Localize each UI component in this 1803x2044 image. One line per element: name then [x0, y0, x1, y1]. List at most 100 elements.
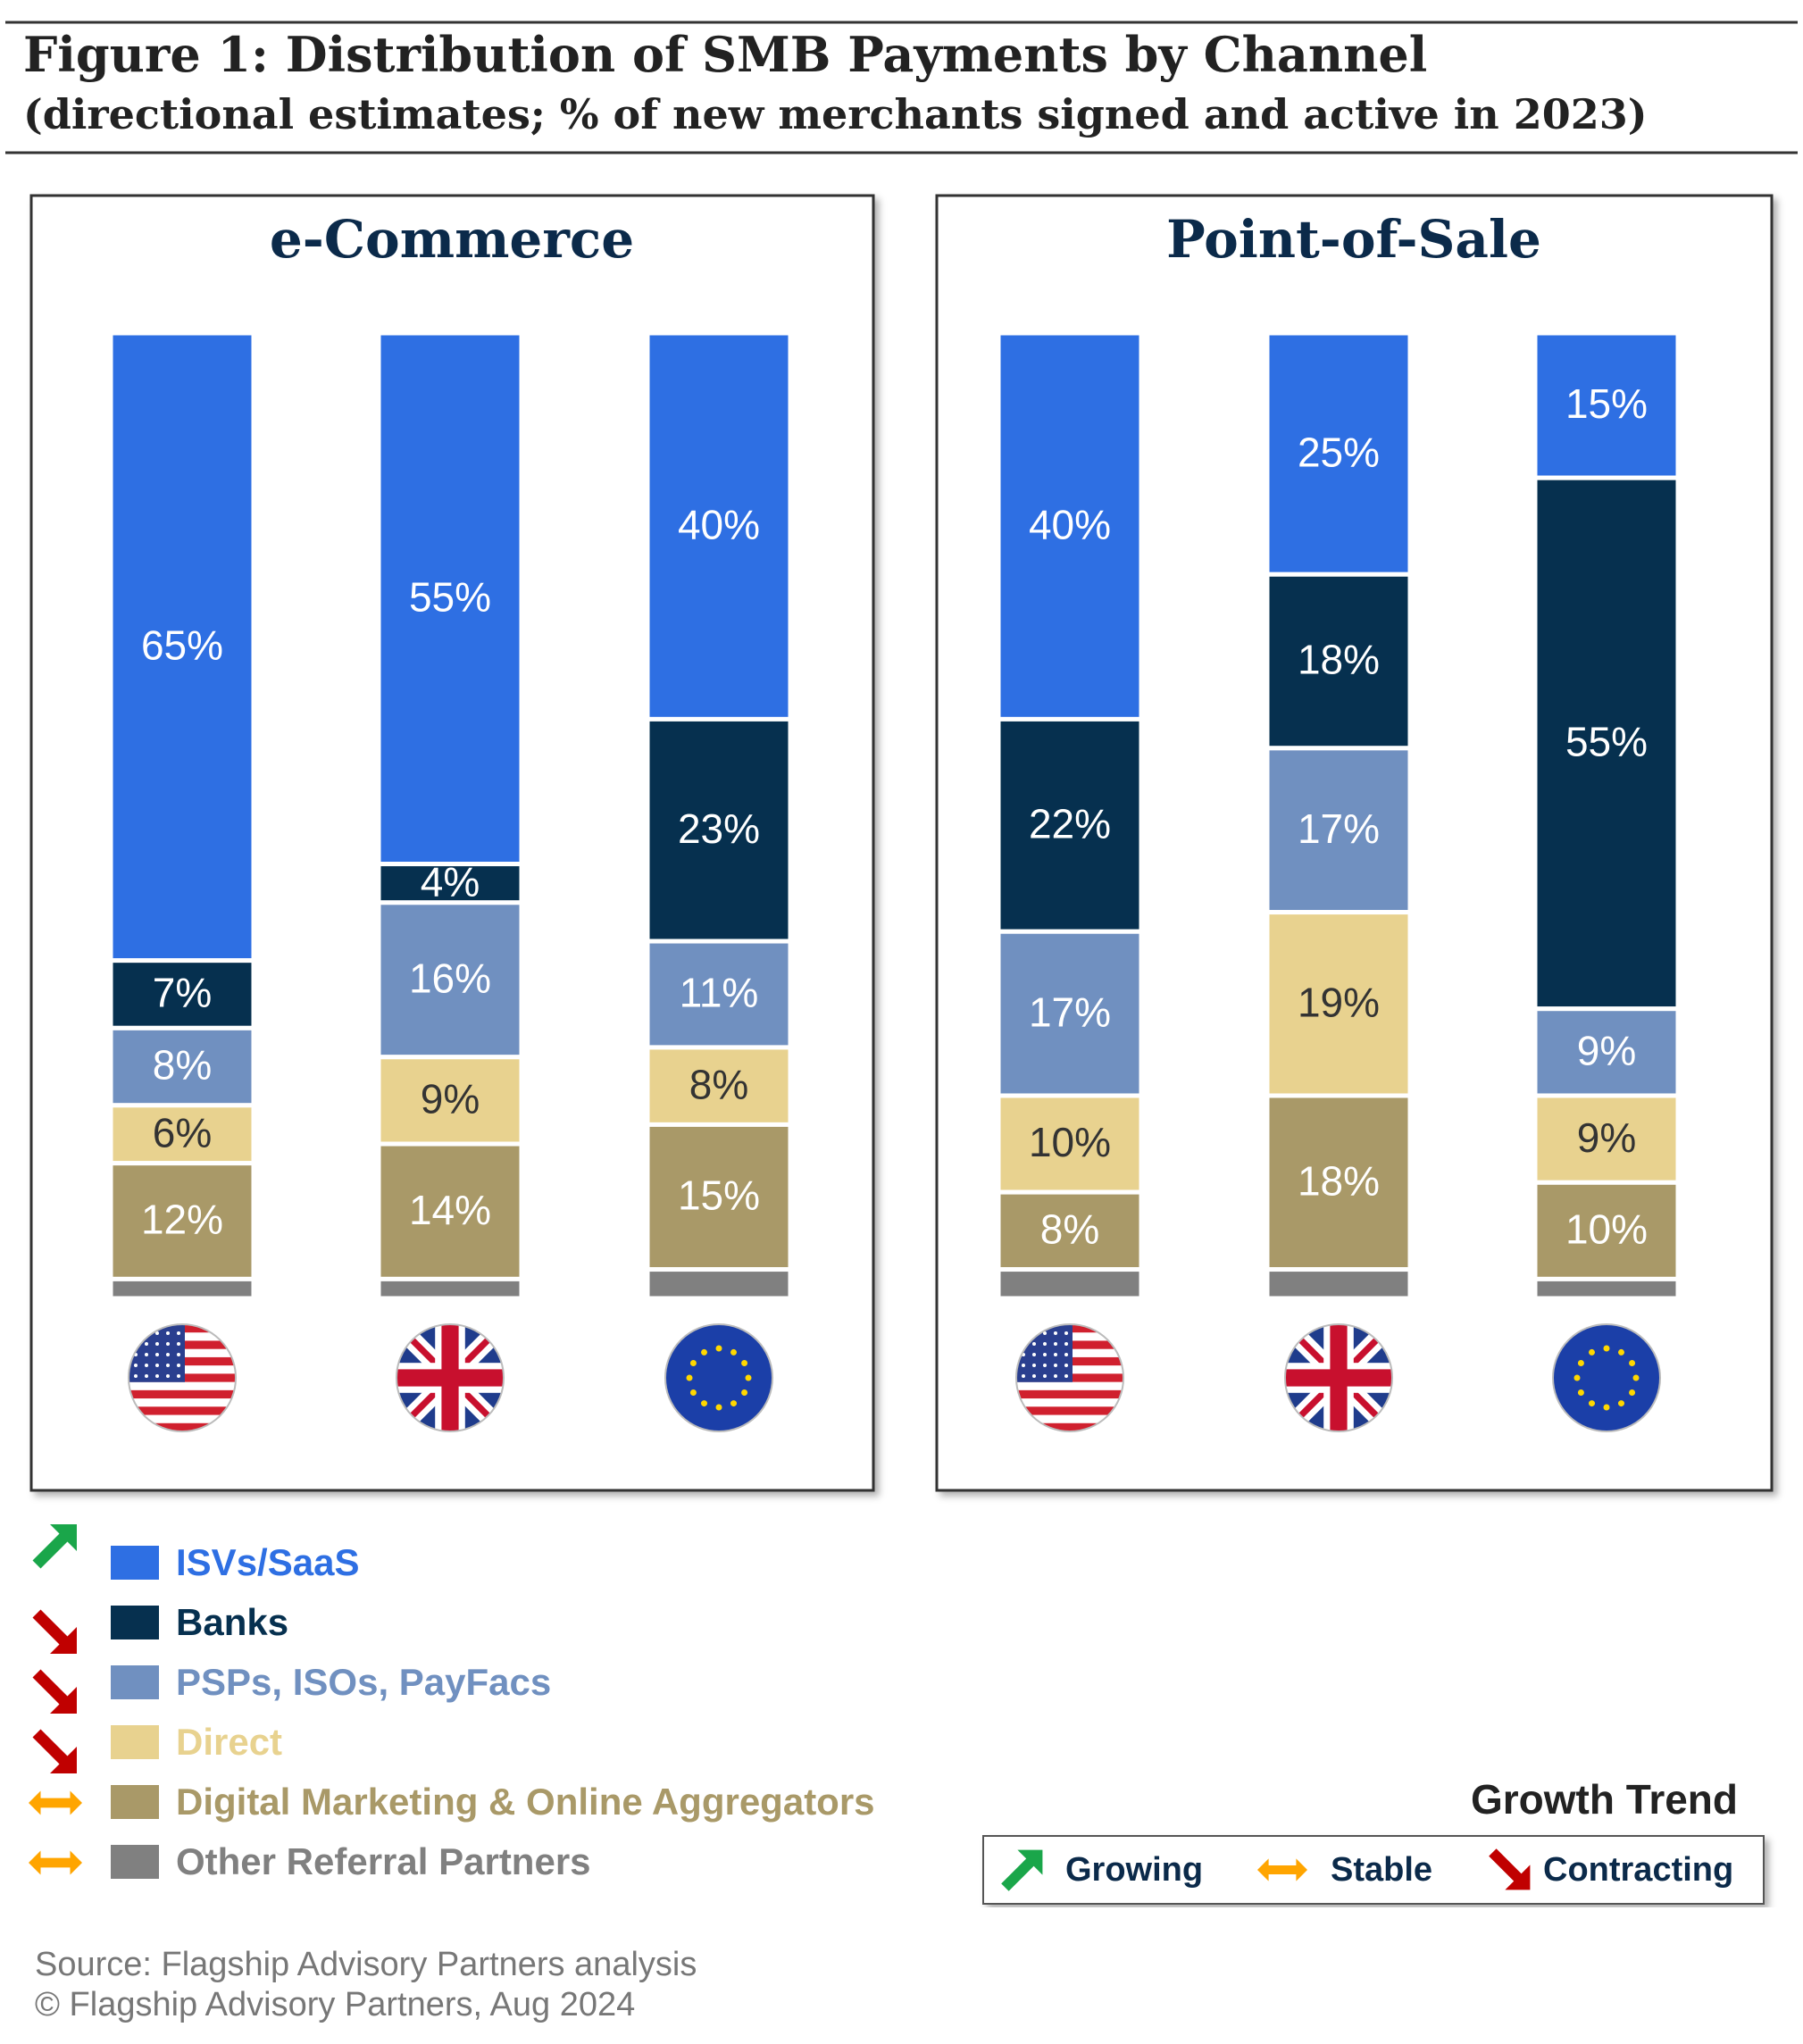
value-label: 15%: [678, 1172, 760, 1219]
flag-star: [701, 1400, 707, 1407]
flag-star: [715, 1345, 722, 1352]
bar-segment: [996, 929, 1144, 1098]
flag-star: [701, 1348, 707, 1356]
panel-title: Point-of-Sale: [1166, 209, 1541, 270]
flag-field: [665, 1324, 772, 1431]
flag-rim: [1015, 1323, 1124, 1432]
flag-star: [715, 1404, 722, 1411]
value-label: 17%: [1029, 989, 1111, 1035]
value-label: 22%: [1029, 800, 1111, 847]
flag-star: [1032, 1342, 1036, 1346]
value-label: 17%: [1298, 805, 1380, 852]
bar-segment: [108, 1025, 256, 1108]
value-label: 18%: [1298, 637, 1380, 683]
value-label: 16%: [409, 955, 491, 1001]
flag-cross: [1330, 1324, 1348, 1431]
flag: [665, 1324, 772, 1431]
flag-star: [166, 1353, 170, 1356]
flag-rim: [396, 1323, 505, 1432]
flag-star: [1032, 1353, 1036, 1356]
bar-segment: [1532, 330, 1681, 480]
bar-segment: [996, 716, 1144, 934]
flag-star: [1022, 1364, 1025, 1367]
flag-star: [1603, 1345, 1610, 1352]
flag-star: [134, 1374, 138, 1378]
flag-star: [134, 1364, 138, 1367]
flag-star: [689, 1389, 697, 1396]
flag-star: [1022, 1374, 1025, 1378]
flag-star: [145, 1364, 148, 1367]
value-label: 12%: [141, 1197, 223, 1243]
value-label: 55%: [409, 573, 491, 620]
flag-star: [730, 1400, 737, 1407]
bar-segment: [1265, 910, 1413, 1098]
legend-label: Digital Marketing & Online Aggregators: [176, 1781, 875, 1823]
flag-star: [155, 1342, 159, 1346]
value-label: 6%: [153, 1109, 212, 1155]
value-label: 14%: [409, 1187, 491, 1233]
bar-segment: [645, 1267, 793, 1301]
value-label: 23%: [678, 805, 760, 852]
flag-star: [1043, 1374, 1047, 1378]
value-label: 10%: [1029, 1119, 1111, 1165]
title: Figure 1: Distribution of SMB Payments b…: [23, 26, 1427, 83]
value-label: 15%: [1565, 380, 1648, 427]
bar-segment: [108, 330, 256, 964]
value-label: 9%: [421, 1076, 480, 1122]
bar-segment: [996, 1093, 1144, 1195]
copyright: © Flagship Advisory Partners, Aug 2024: [35, 1986, 635, 2023]
flag-stripe: [1016, 1414, 1123, 1424]
flag-star: [1577, 1360, 1584, 1366]
value-label: 11%: [680, 970, 759, 1016]
legend-swatch: [111, 1546, 159, 1580]
flag-stripe: [129, 1381, 236, 1391]
flag-star: [741, 1360, 748, 1366]
flag-star: [1064, 1364, 1068, 1367]
flag-star: [1577, 1389, 1584, 1396]
value-label: 10%: [1565, 1206, 1648, 1252]
bar-segment: [1265, 571, 1413, 751]
legend-label: Banks: [176, 1601, 288, 1643]
flag-star: [1043, 1353, 1047, 1356]
flag: [1553, 1324, 1660, 1431]
flag-star: [730, 1348, 737, 1356]
trend-legend-label: Growing: [1065, 1851, 1203, 1889]
flag-field: [1553, 1324, 1660, 1431]
flag-star: [1629, 1389, 1636, 1396]
value-label: 65%: [141, 622, 223, 668]
flag-rim: [128, 1323, 237, 1432]
flag-cross: [441, 1324, 459, 1431]
trend-arrow: [1489, 1848, 1531, 1890]
flag-star: [1054, 1364, 1057, 1367]
trend-arrow: [32, 1669, 77, 1714]
flag-rim: [1284, 1323, 1393, 1432]
flag-star: [1618, 1348, 1624, 1356]
flag-stripe: [1016, 1398, 1123, 1407]
flag-star: [177, 1353, 180, 1356]
bar-segment: [996, 1189, 1144, 1272]
trend-legend-label: Contracting: [1543, 1851, 1733, 1889]
bar-segment: [108, 1103, 256, 1166]
trend-arrow: [29, 1790, 82, 1815]
flag-star: [1589, 1400, 1595, 1407]
flag-star: [1043, 1342, 1047, 1346]
flag-stripe: [129, 1389, 236, 1399]
flag-star: [155, 1331, 159, 1335]
flag-star: [177, 1364, 180, 1367]
flag-star: [1573, 1374, 1581, 1381]
source: Source: Flagship Advisory Partners analy…: [35, 1946, 697, 1983]
flag-star: [1043, 1331, 1047, 1335]
value-label: 19%: [1298, 979, 1380, 1025]
flag-stripe: [129, 1422, 236, 1431]
bar-segment: [108, 1276, 256, 1301]
flag-rim: [664, 1323, 773, 1432]
trend-arrow: [32, 1729, 77, 1773]
flag-star: [155, 1374, 159, 1378]
trend-legend-label: Stable: [1331, 1851, 1432, 1889]
flag-star: [1064, 1331, 1068, 1335]
flag-stripe: [129, 1406, 236, 1416]
subtitle: (directional estimates; % of new merchan…: [23, 90, 1648, 138]
bar-segment: [996, 330, 1144, 722]
flag-stripe: [1016, 1389, 1123, 1399]
flag-star: [1064, 1374, 1068, 1378]
